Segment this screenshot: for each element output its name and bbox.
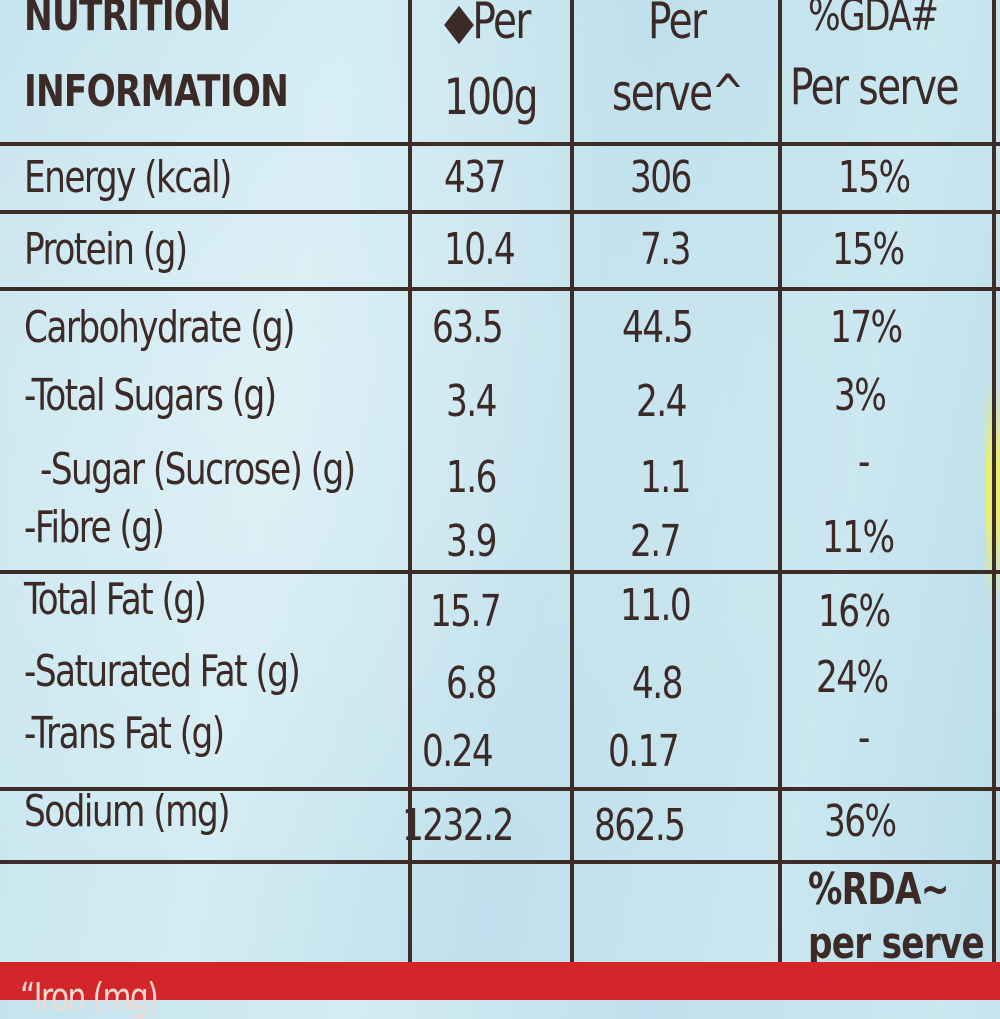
row-sucrose-perserve: 1.1 [640, 452, 691, 503]
header-divider [0, 142, 1000, 146]
column-divider-1 [408, 0, 412, 962]
rda-header-line1: %RDA~ [808, 864, 950, 915]
row-sodium-per100: 1232.2 [402, 800, 514, 851]
header-perserve-line1: Per [648, 0, 707, 50]
row-total-fat-gda: 16% [818, 586, 891, 637]
header-per100-line2: 100g [444, 68, 539, 126]
row-total-sugars-perserve: 2.4 [636, 376, 687, 427]
row-divider-sodium [0, 860, 1000, 864]
row-divider-fat [0, 787, 1000, 791]
header-gda-line1: %GDA# [808, 0, 939, 41]
column-divider-3 [778, 0, 782, 962]
row-fibre-gda: 11% [822, 512, 895, 563]
column-divider-2 [570, 0, 574, 962]
row-energy-label: Energy (kcal) [24, 152, 232, 203]
row-sucrose-gda: - [858, 436, 870, 487]
row-total-sugars-gda: 3% [834, 370, 887, 421]
row-total-sugars-per100: 3.4 [446, 376, 497, 427]
row-total-sugars-label: -Total Sugars (g) [24, 370, 277, 421]
row-sucrose-per100: 1.6 [446, 452, 497, 503]
row-energy-per100: 437 [444, 152, 506, 203]
partial-row-label: “Iron (mg) [20, 975, 159, 1019]
row-saturated-fat-per100: 6.8 [446, 658, 497, 709]
row-sucrose-label: -Sugar (Sucrose) (g) [40, 444, 356, 495]
row-saturated-fat-perserve: 4.8 [632, 658, 683, 709]
row-trans-fat-gda: - [858, 712, 870, 763]
row-protein-gda: 15% [832, 224, 905, 275]
header-per100-line1: ◆Per [444, 0, 531, 50]
row-protein-per100: 10.4 [444, 224, 516, 275]
row-protein-perserve: 7.3 [640, 224, 691, 275]
row-total-fat-perserve: 11.0 [620, 580, 692, 631]
row-trans-fat-perserve: 0.17 [608, 726, 680, 777]
row-total-fat-label: Total Fat (g) [24, 574, 207, 625]
column-divider-4 [992, 0, 996, 962]
row-divider-protein [0, 287, 1000, 291]
row-total-fat-per100: 15.7 [430, 586, 502, 637]
row-sodium-gda: 36% [824, 796, 897, 847]
row-divider-energy [0, 210, 1000, 214]
row-divider-carbohydrate [0, 570, 1000, 574]
header-perserve-line2: serve^ [612, 64, 744, 122]
row-saturated-fat-gda: 24% [816, 652, 889, 703]
row-carbohydrate-perserve: 44.5 [622, 302, 694, 353]
row-trans-fat-per100: 0.24 [422, 726, 494, 777]
row-energy-gda: 15% [838, 152, 911, 203]
row-sodium-label: Sodium (mg) [24, 786, 231, 837]
header-label-line2: INFORMATION [24, 66, 289, 117]
row-carbohydrate-label: Carbohydrate (g) [24, 302, 296, 353]
bottom-red-band: “Iron (mg) [0, 962, 1000, 1016]
row-saturated-fat-label: -Saturated Fat (g) [24, 646, 301, 697]
rda-header-line2: per serve [808, 918, 985, 969]
row-protein-label: Protein (g) [24, 224, 188, 275]
row-carbohydrate-per100: 63.5 [432, 302, 504, 353]
header-label-line1: NUTRITION [24, 0, 231, 41]
row-trans-fat-label: -Trans Fat (g) [24, 708, 225, 759]
row-fibre-perserve: 2.7 [630, 516, 681, 567]
row-fibre-per100: 3.9 [446, 516, 497, 567]
row-sodium-perserve: 862.5 [594, 800, 686, 851]
header-gda-line2: Per serve [790, 58, 960, 116]
row-fibre-label: -Fibre (g) [24, 502, 165, 553]
row-carbohydrate-gda: 17% [830, 302, 903, 353]
row-energy-perserve: 306 [630, 152, 692, 203]
